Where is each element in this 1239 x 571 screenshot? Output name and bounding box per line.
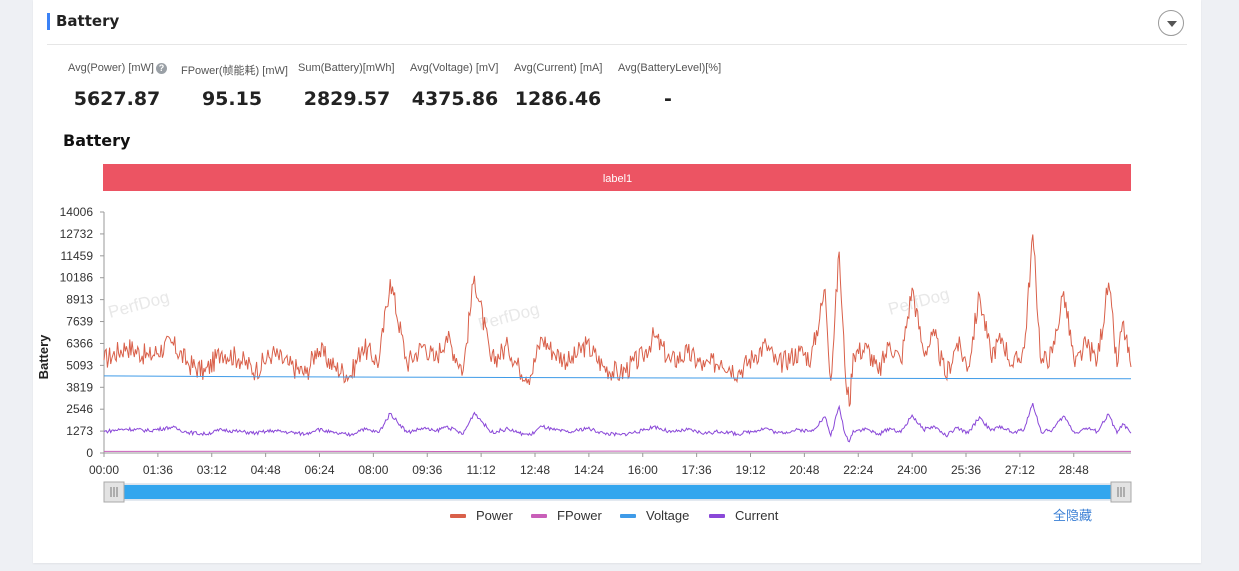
battery-card: Battery (33, 0, 1201, 563)
y-tick-label: 12732 (60, 227, 94, 241)
y-tick-label: 3819 (66, 380, 93, 394)
x-tick-label: 24:00 (897, 463, 927, 477)
x-tick-label: 20:48 (789, 463, 819, 477)
x-tick-label: 19:12 (735, 463, 765, 477)
metric-label-sum-battery: Sum(Battery)[mWh] (298, 62, 395, 74)
series-line-voltage (103, 375, 1132, 380)
y-tick-label: 11459 (61, 249, 94, 263)
y-tick-label: 1273 (66, 424, 93, 438)
x-tick-label: 09:36 (412, 463, 442, 477)
y-tick-label: 8913 (66, 293, 93, 307)
hide-all-link[interactable]: 全隐藏 (1053, 508, 1092, 523)
legend-label-fpower[interactable]: FPower (557, 508, 602, 523)
label-band (103, 164, 1131, 191)
y-axis-label: Battery (36, 334, 51, 380)
x-tick-label: 03:12 (197, 463, 227, 477)
x-tick-label: 00:00 (89, 463, 119, 477)
x-tick-label: 06:24 (304, 463, 334, 477)
metric-value-avg-battery-level: - (664, 88, 672, 110)
y-tick-label: 7639 (66, 315, 93, 329)
chart-title: Battery (63, 131, 131, 150)
metric-value-sum-battery: 2829.57 (303, 88, 391, 110)
x-tick-label: 14:24 (574, 463, 604, 477)
y-tick-label: 6366 (66, 336, 93, 350)
metric-value-avg-current: 1286.46 (514, 88, 602, 110)
x-tick-label: 22:24 (843, 463, 873, 477)
y-tick-label: 5093 (66, 358, 93, 372)
metric-value-fpower: 95.15 (201, 88, 263, 110)
x-tick-label: 27:12 (1005, 463, 1035, 477)
section-accent-bar (47, 13, 50, 30)
collapse-button[interactable] (1158, 10, 1184, 36)
metric-value-avg-voltage: 4375.86 (411, 88, 499, 110)
y-tick-label: 2546 (66, 402, 93, 416)
y-tick-label: 10186 (60, 271, 94, 285)
x-tick-label: 12:48 (520, 463, 550, 477)
x-tick-label: 04:48 (251, 463, 281, 477)
x-tick-label: 01:36 (143, 463, 173, 477)
legend-swatch-power[interactable] (450, 514, 466, 518)
watermark-text: PerfDog (106, 287, 171, 321)
legend-label-voltage[interactable]: Voltage (646, 508, 689, 523)
x-tick-label: 11:12 (467, 463, 496, 477)
watermark-text: PerfDog (886, 284, 951, 318)
zoom-slider-range[interactable] (124, 485, 1112, 499)
section-header: Battery (47, 6, 1187, 45)
legend-swatch-voltage[interactable] (620, 514, 636, 518)
metric-value-avg-power: 5627.87 (73, 88, 161, 110)
label-band-text: label1 (603, 173, 632, 185)
legend-label-current[interactable]: Current (735, 508, 779, 523)
series-line-power (103, 234, 1132, 407)
x-tick-label: 25:36 (951, 463, 981, 477)
x-tick-label: 17:36 (682, 463, 712, 477)
metric-label-text: Avg(Power) [mW] (68, 62, 154, 74)
y-tick-label: 0 (86, 446, 93, 460)
metric-label-avg-battery-level: Avg(BatteryLevel)[%] (618, 62, 722, 74)
metric-label-avg-current: Avg(Current) [mA] (514, 62, 603, 74)
y-tick-label: 14006 (60, 205, 94, 219)
x-tick-label: 28:48 (1059, 463, 1089, 477)
section-title: Battery (56, 12, 120, 30)
legend-label-power[interactable]: Power (476, 508, 514, 523)
help-icon[interactable]: ? (155, 62, 167, 74)
metric-label-avg-voltage: Avg(Voltage) [mV] (410, 62, 499, 74)
watermark-text: PerfDog (476, 299, 541, 333)
metric-label-avg-power: Avg(Power) [mW]? (68, 62, 167, 74)
chevron-down-icon (1167, 21, 1177, 27)
x-tick-label: 16:00 (628, 463, 658, 477)
series-line-current (103, 402, 1132, 443)
metric-label-fpower: FPower(帧能耗) [mW] (181, 65, 288, 77)
legend-swatch-current[interactable] (709, 514, 725, 518)
legend-swatch-fpower[interactable] (531, 514, 547, 518)
x-tick-label: 08:00 (358, 463, 388, 477)
